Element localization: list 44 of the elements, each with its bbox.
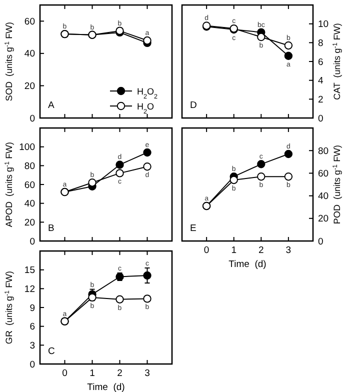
y-tick-label: 2 bbox=[318, 94, 324, 106]
y-tick-label: 8 bbox=[318, 38, 324, 49]
x-tick-label: 2 bbox=[258, 245, 264, 256]
y-tick-label: 6 bbox=[318, 56, 324, 68]
y-tick-label: 0 bbox=[30, 236, 35, 248]
y-tick-label: 40 bbox=[318, 191, 329, 202]
x-tick-label: 1 bbox=[231, 245, 237, 256]
y-tick-label: 40 bbox=[24, 198, 35, 210]
legend-label: H$_{2}$O$_{2}$ bbox=[137, 86, 158, 100]
y-tick-label: 0 bbox=[30, 113, 35, 124]
x-tick-label: 3 bbox=[144, 368, 150, 379]
y-tick-label: 60 bbox=[24, 16, 35, 28]
x-tick-label: 1 bbox=[90, 368, 95, 379]
legend-label: H$_{2}$O bbox=[137, 102, 154, 115]
y-tick-label: 3 bbox=[30, 340, 35, 352]
x-tick-label: 2 bbox=[117, 368, 122, 379]
y-tick-label: 40 bbox=[24, 48, 35, 60]
x-tick-label: 0 bbox=[204, 245, 210, 256]
y-tick-label: 20 bbox=[318, 214, 329, 225]
y-tick-label: 80 bbox=[24, 160, 35, 172]
x-axis-title: Time (d) bbox=[87, 382, 125, 392]
annotation: A bbox=[48, 100, 55, 111]
y-tick-label: 100 bbox=[19, 142, 35, 154]
annotation: D bbox=[190, 100, 197, 111]
y-tick-label: 20 bbox=[24, 217, 35, 228]
y-tick-label: 60 bbox=[24, 180, 35, 191]
annotation: C bbox=[48, 346, 55, 357]
y-tick-label: 12 bbox=[24, 284, 35, 295]
annotation: B bbox=[48, 223, 54, 234]
x-tick-label: 0 bbox=[62, 368, 68, 379]
y-tick-label: 80 bbox=[318, 146, 329, 157]
y-tick-label: 15 bbox=[24, 265, 35, 276]
y-tick-label: 10 bbox=[318, 19, 329, 30]
y-tick-label: 20 bbox=[24, 81, 35, 92]
y-tick-label: 0 bbox=[318, 236, 324, 248]
x-axis-title: Time (d) bbox=[228, 259, 266, 270]
x-tick-label: 3 bbox=[286, 245, 292, 256]
y-tick-label: 0 bbox=[318, 113, 324, 124]
annotation: E bbox=[190, 223, 196, 234]
y-tick-label: 60 bbox=[318, 168, 329, 180]
y-tick-label: 9 bbox=[30, 302, 35, 314]
y-tick-label: 0 bbox=[30, 359, 35, 370]
y-tick-label: 6 bbox=[30, 322, 35, 333]
y-tick-label: 4 bbox=[318, 76, 324, 87]
